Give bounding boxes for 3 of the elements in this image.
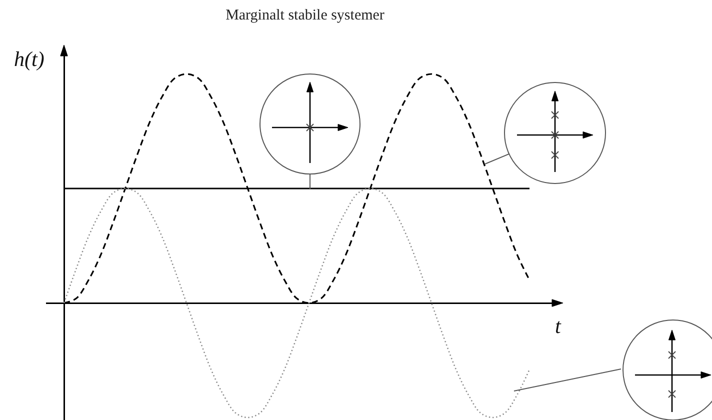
chart-title: Marginalt stabile systemer (226, 7, 384, 24)
y-axis-title: h(t) (14, 47, 44, 71)
x-axis-title: t (555, 314, 562, 338)
